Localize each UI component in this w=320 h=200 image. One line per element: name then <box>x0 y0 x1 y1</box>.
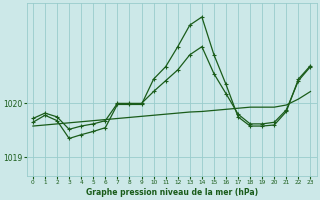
X-axis label: Graphe pression niveau de la mer (hPa): Graphe pression niveau de la mer (hPa) <box>86 188 258 197</box>
